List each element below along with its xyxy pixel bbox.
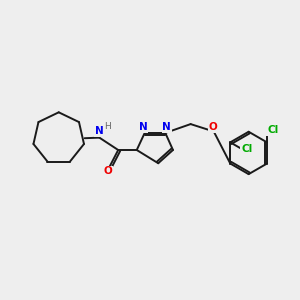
Text: Cl: Cl bbox=[241, 143, 253, 154]
Text: N: N bbox=[139, 122, 148, 132]
Text: O: O bbox=[209, 122, 218, 132]
Text: N: N bbox=[162, 122, 171, 132]
Text: O: O bbox=[103, 167, 112, 176]
Text: N: N bbox=[95, 126, 104, 136]
Text: H: H bbox=[104, 122, 111, 131]
Text: Cl: Cl bbox=[267, 125, 278, 135]
